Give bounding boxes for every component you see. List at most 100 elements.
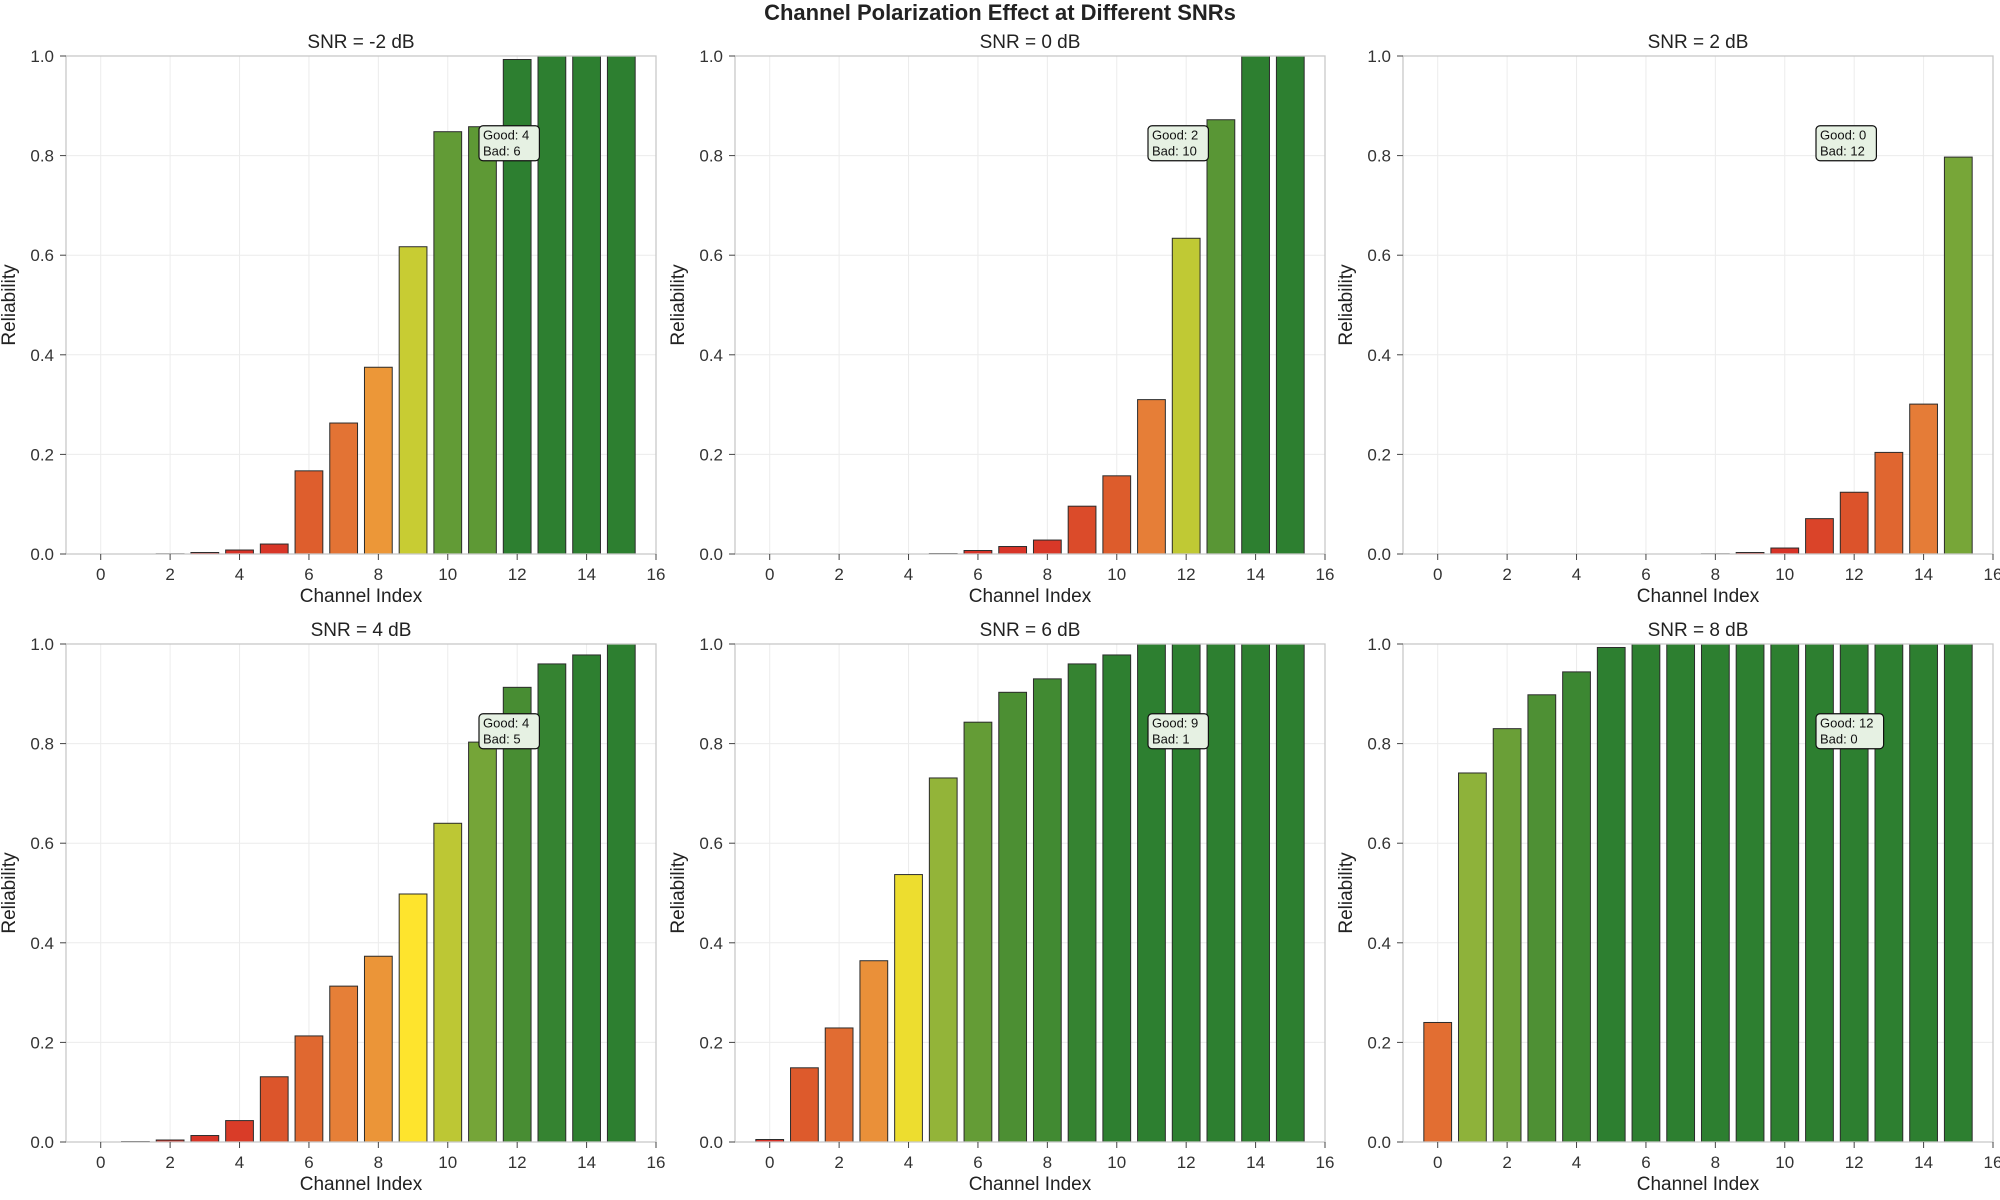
y-tick-label: 0.8	[699, 735, 723, 754]
bar	[468, 741, 497, 1143]
x-tick-label: 12	[508, 565, 527, 584]
bar	[502, 686, 532, 1143]
y-tick-label: 0.2	[699, 445, 723, 464]
bar	[998, 691, 1028, 1143]
y-tick-label: 0.0	[1367, 545, 1391, 564]
bar	[468, 126, 497, 555]
bar	[1137, 399, 1166, 555]
bar	[190, 1135, 220, 1143]
figure-title: Channel Polarization Effect at Different…	[764, 0, 1236, 25]
y-tick-label: 0.2	[699, 1033, 723, 1052]
x-axis-label: Channel Index	[969, 586, 1092, 607]
chart-panel: 0 2 4 6 8 10 12 14 16 0.0 0.2 0.4 0.6 0.8 1.0 SNR = -2 …	[0, 32, 665, 607]
x-tick-label: 12	[1177, 1153, 1196, 1172]
bar	[606, 55, 636, 555]
bar	[998, 546, 1028, 555]
bar	[259, 1076, 289, 1143]
annotation-text: Bad: 6	[483, 144, 521, 159]
x-axis-label: Channel Index	[1637, 1174, 1760, 1195]
x-tick-label: 12	[1177, 565, 1196, 584]
x-tick-label: 6	[1641, 565, 1650, 584]
bar	[537, 55, 567, 555]
bar	[433, 131, 463, 555]
y-tick-label: 1.0	[699, 47, 723, 66]
annotation-box	[1815, 125, 1878, 162]
x-tick-label: 8	[1043, 1153, 1052, 1172]
y-tick-label: 0.0	[1367, 1133, 1391, 1152]
bar	[1943, 156, 1973, 555]
x-tick-label: 6	[973, 565, 982, 584]
x-tick-label: 2	[165, 1153, 174, 1172]
annotation-text: Bad: 1	[1152, 732, 1190, 747]
bar	[963, 721, 993, 1143]
x-tick-label: 0	[1433, 565, 1442, 584]
annotation-text: Bad: 12	[1820, 144, 1865, 159]
y-tick-label: 0.6	[699, 834, 723, 853]
annotation-text: Good: 9	[1152, 716, 1198, 731]
bar	[859, 960, 889, 1143]
bar	[1241, 643, 1270, 1143]
y-tick-label: 0.4	[30, 934, 54, 953]
plot-frame	[1402, 643, 1994, 1143]
bar	[259, 543, 289, 555]
panel-title: SNR = 6 dB	[980, 620, 1081, 641]
plot-frame	[734, 643, 1326, 1143]
bar	[1171, 237, 1201, 555]
y-tick-label: 0.4	[30, 346, 54, 365]
annotation-text: Bad: 10	[1152, 144, 1197, 159]
chart-panel: 0 2 4 6 8 10 12 14 16 0.0 0.2 0.4 0.6 0.8 1.0 SNR = 6 d…	[668, 620, 1334, 1195]
y-tick-label: 0.0	[699, 1133, 723, 1152]
plot-frame	[65, 643, 657, 1143]
bar	[1839, 491, 1869, 555]
x-tick-label: 4	[904, 1153, 913, 1172]
annotation-text: Bad: 5	[483, 732, 521, 747]
annotation-box	[1147, 713, 1210, 750]
plot-frame	[1402, 55, 1994, 555]
y-tick-label: 0.4	[1367, 346, 1391, 365]
x-tick-label: 12	[508, 1153, 527, 1172]
x-tick-label: 14	[577, 565, 596, 584]
x-tick-label: 0	[1433, 1153, 1442, 1172]
bar	[572, 654, 601, 1143]
y-tick-label: 1.0	[1367, 635, 1391, 654]
annotation-box	[478, 713, 541, 750]
x-tick-label: 6	[1641, 1153, 1650, 1172]
x-tick-label: 4	[904, 565, 913, 584]
x-tick-label: 10	[1775, 1153, 1794, 1172]
bar	[1067, 663, 1097, 1143]
bar	[433, 822, 463, 1143]
x-tick-label: 12	[1845, 1153, 1864, 1172]
x-axis-label: Channel Index	[300, 1174, 423, 1195]
y-tick-label: 0.8	[1367, 147, 1391, 166]
bar	[1241, 55, 1270, 555]
x-tick-label: 10	[1107, 1153, 1126, 1172]
x-tick-label: 16	[1316, 565, 1335, 584]
bar	[398, 246, 428, 555]
bar	[1527, 694, 1557, 1143]
y-tick-label: 0.8	[1367, 735, 1391, 754]
bar	[329, 422, 359, 555]
chart-panel: 0 2 4 6 8 10 12 14 16 0.0 0.2 0.4 0.6 0.8 1.0 SNR = 4 d…	[0, 620, 665, 1195]
annotation-text: Good: 12	[1820, 716, 1874, 731]
x-tick-label: 2	[834, 565, 843, 584]
bar	[1032, 678, 1062, 1143]
y-tick-label: 0.2	[30, 1033, 54, 1052]
x-tick-label: 2	[1502, 565, 1511, 584]
y-axis-label: Reliability	[1336, 852, 1357, 934]
bar	[1458, 772, 1487, 1143]
annotation-box	[1815, 713, 1885, 750]
y-tick-label: 0.0	[699, 545, 723, 564]
y-axis-label: Reliability	[668, 852, 689, 934]
annotation-text: Bad: 0	[1820, 732, 1858, 747]
x-tick-label: 4	[1572, 565, 1581, 584]
bar	[1909, 403, 1938, 555]
bar	[790, 1067, 819, 1143]
x-axis-label: Channel Index	[300, 586, 423, 607]
y-tick-label: 0.8	[699, 147, 723, 166]
y-tick-label: 0.6	[1367, 834, 1391, 853]
bar	[1275, 643, 1305, 1143]
bar	[1735, 643, 1765, 1143]
y-tick-label: 0.8	[30, 735, 54, 754]
